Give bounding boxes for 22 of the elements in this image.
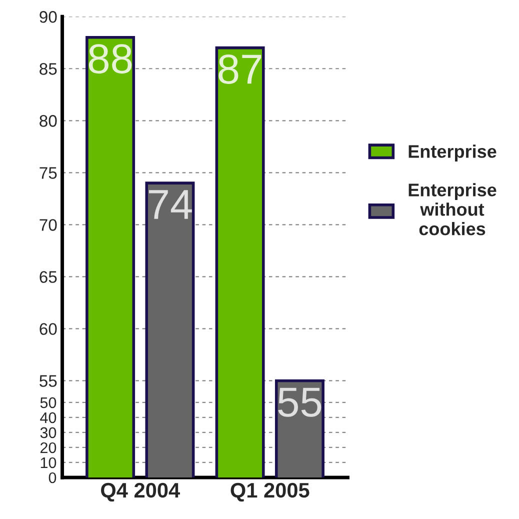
x-tick-label: Q4 2004 <box>101 482 180 502</box>
data-label: 55 <box>278 388 322 417</box>
y2-tick-label: 20 <box>40 442 56 454</box>
y-tick-label: 70 <box>40 219 57 231</box>
y2-tick-label: 30 <box>40 427 56 438</box>
data-label: 87 <box>218 54 262 84</box>
x-tick-label: Q1 2005 <box>230 482 310 502</box>
y2-tick-label: 40 <box>40 412 56 424</box>
y-tick-label: 65 <box>40 271 57 283</box>
y-tick-label: 85 <box>40 63 57 75</box>
y2-tick-label: 10 <box>40 457 56 468</box>
y2-tick-label: 0 <box>48 472 56 484</box>
y2-tick-label: 50 <box>40 397 56 408</box>
legend-label: Enterprise without cookies <box>408 183 496 236</box>
y-tick-label: 80 <box>40 115 57 127</box>
y-tick-label: 55 <box>40 375 57 387</box>
y-tick-label: 90 <box>40 11 57 23</box>
data-label: 88 <box>88 44 132 74</box>
y-tick-label: 75 <box>40 167 57 179</box>
y-tick-label: 60 <box>40 323 57 335</box>
data-label: 74 <box>148 190 192 219</box>
legend-label: Enterprise <box>408 144 496 162</box>
